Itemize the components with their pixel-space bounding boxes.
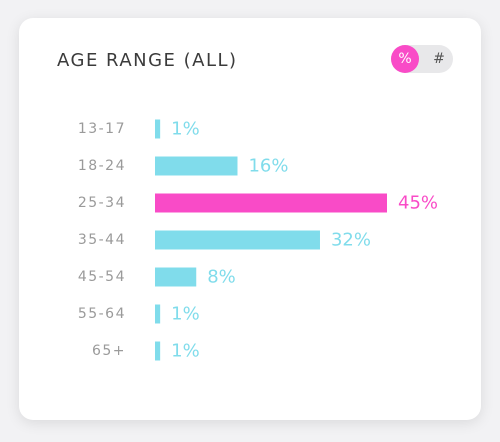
category-label-13-17: 13-17	[78, 121, 126, 137]
category-label-45-54: 45-54	[78, 269, 126, 285]
bar-18-24	[155, 156, 238, 176]
unit-toggle[interactable]: % #	[391, 45, 453, 73]
bar-13-17	[155, 119, 161, 139]
age-range-card: AGE RANGE (ALL) % # 13-17 1% 18-24 16% 25-34…	[19, 18, 481, 420]
value-label-13-17: 1%	[171, 119, 200, 140]
bar-25-34	[155, 193, 387, 213]
value-label-55-64: 1%	[171, 304, 200, 325]
value-label-45-54: 8%	[207, 267, 236, 288]
category-label-25-34: 25-34	[78, 195, 126, 211]
value-label-18-24: 16%	[248, 156, 288, 177]
count-toggle-button[interactable]: #	[433, 51, 445, 67]
age-range-bar-chart: 13-17 1% 18-24 16% 25-34 45% 35-44 32% 45-54 8% 55…	[78, 119, 438, 362]
category-label-65+: 65+	[92, 343, 126, 359]
value-label-65+: 1%	[171, 341, 200, 362]
chart-title: AGE RANGE (ALL)	[57, 50, 238, 71]
bar-45-54	[155, 267, 197, 287]
value-label-25-34: 45%	[398, 193, 438, 214]
category-label-18-24: 18-24	[78, 158, 126, 174]
bar-55-64	[155, 304, 161, 324]
bar-35-44	[155, 230, 320, 250]
value-label-35-44: 32%	[331, 230, 371, 251]
category-label-35-44: 35-44	[78, 232, 126, 248]
percent-toggle-button[interactable]: %	[391, 45, 419, 73]
bar-65+	[155, 341, 161, 361]
category-label-55-64: 55-64	[78, 306, 126, 322]
